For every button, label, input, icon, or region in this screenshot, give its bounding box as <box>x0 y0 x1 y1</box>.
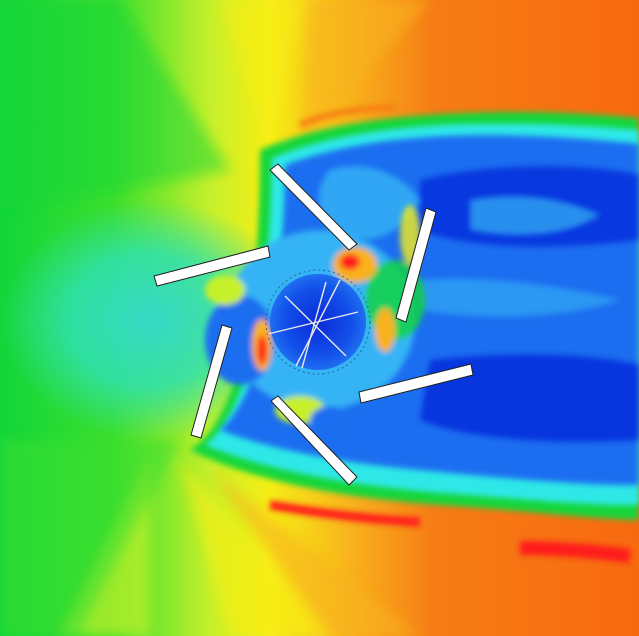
hub-outline <box>265 269 371 375</box>
rotor-blades <box>153 163 474 486</box>
rotor-blade <box>153 245 271 287</box>
rotor-blade <box>358 363 474 404</box>
high-value-streaks <box>269 105 631 563</box>
rotor-blade <box>270 395 358 486</box>
hub-spoke <box>295 279 341 367</box>
hub-spokes <box>267 279 359 369</box>
rotor-blade <box>395 207 437 323</box>
background-contour-bands <box>0 0 430 636</box>
rotor-blade <box>190 324 233 439</box>
hub-spoke <box>284 295 347 357</box>
rotor-blade <box>269 163 358 251</box>
